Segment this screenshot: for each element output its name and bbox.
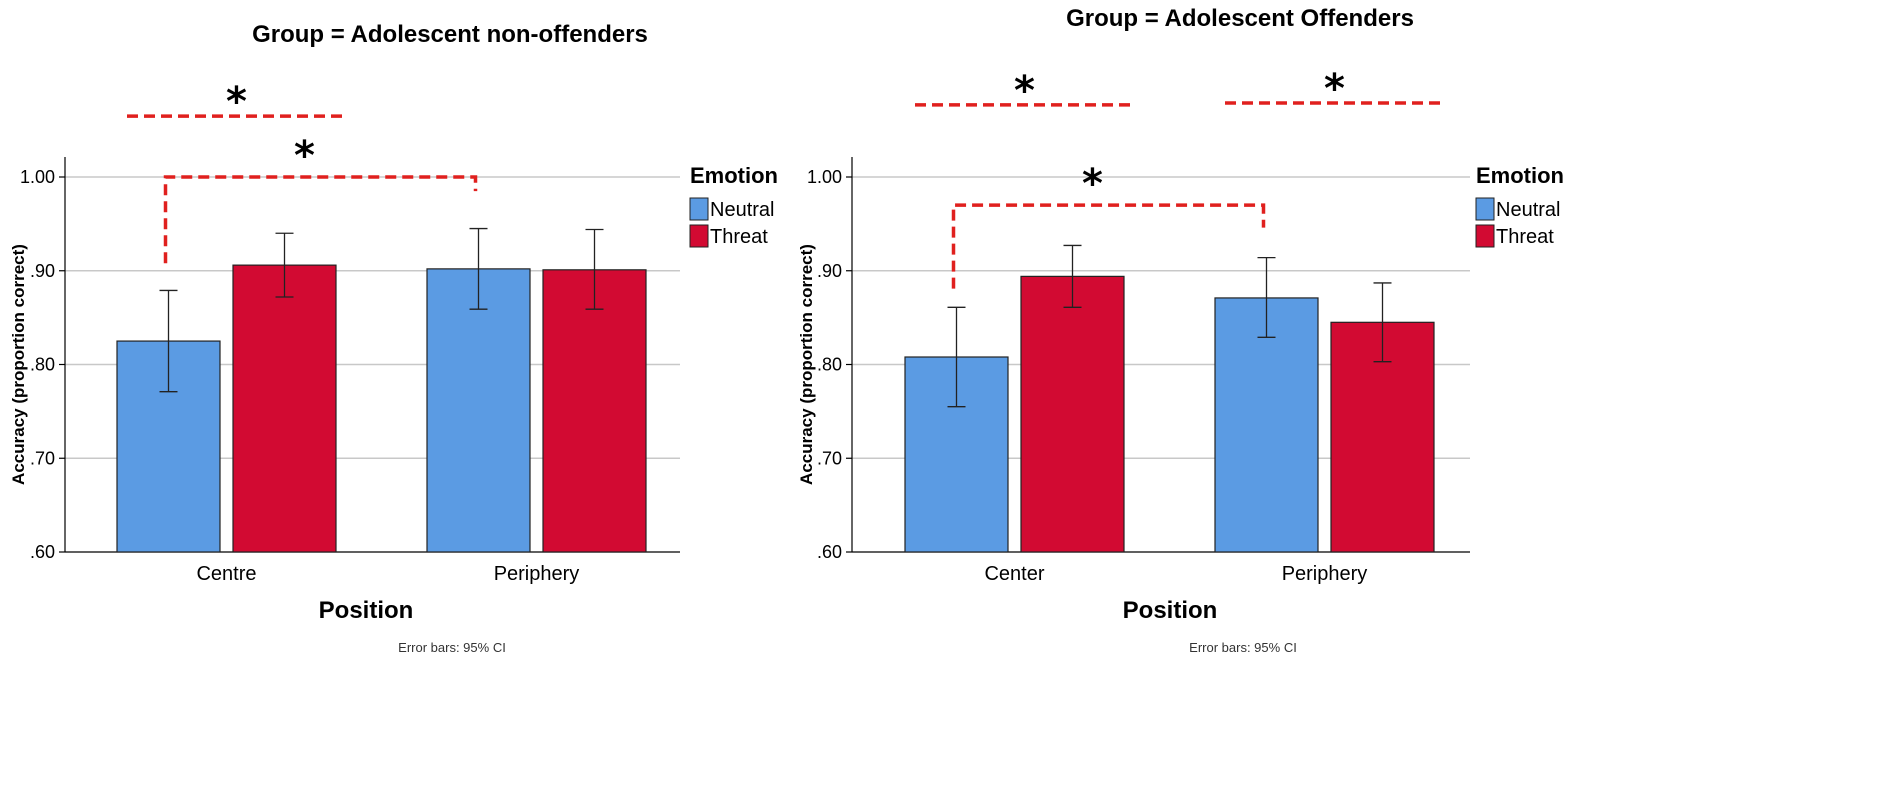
bar-threat-periphery: [542, 269, 647, 553]
legend-swatch-threat: [689, 224, 709, 248]
error-bars-note: Error bars: 95% CI: [398, 640, 506, 655]
y-tick-label: .70: [817, 448, 842, 468]
y-axis-title: Accuracy (proportion correct): [9, 244, 28, 485]
y-tick-label: 1.00: [20, 167, 55, 187]
bar-threat-periphery: [1330, 321, 1435, 553]
chart-panel-non-offenders: Group = Adolescent non-offenders .60 .70 .8…: [9, 21, 778, 655]
significance-star: *: [294, 133, 315, 179]
legend-swatch-neutral: [689, 197, 709, 221]
chart-title: Group = Adolescent non-offenders: [252, 21, 648, 48]
x-category-label: Center: [984, 563, 1044, 585]
bar-threat-centre: [232, 264, 337, 553]
x-category-label: Periphery: [494, 563, 580, 585]
x-category-label: Periphery: [1282, 563, 1368, 585]
x-axis-title: Position: [319, 597, 414, 624]
chart-title: Group = Adolescent Offenders: [1066, 5, 1414, 32]
significance-bracket: [163, 175, 478, 264]
significance-star: *: [1324, 66, 1345, 112]
x-category-label: Centre: [196, 563, 256, 585]
chart-panel-offenders: Group = Adolescent Offenders .60 .70 .80 .90…: [797, 5, 1564, 655]
y-tick-label: .60: [817, 542, 842, 562]
legend-label-neutral: Neutral: [1496, 199, 1560, 221]
legend-swatch-threat: [1475, 224, 1495, 248]
significance-star: *: [1014, 68, 1035, 114]
y-tick-label: .80: [817, 355, 842, 375]
legend-title: Emotion: [1476, 163, 1564, 188]
y-tick-label: .90: [30, 261, 55, 281]
error-bars-note: Error bars: 95% CI: [1189, 640, 1297, 655]
bar-neutral-periphery: [426, 268, 531, 553]
legend-title: Emotion: [690, 163, 778, 188]
legend-label-neutral: Neutral: [710, 199, 774, 221]
bar-neutral-periphery: [1214, 297, 1319, 553]
y-tick-label: 1.00: [807, 167, 842, 187]
y-tick-label: .60: [30, 542, 55, 562]
y-axis-title: Accuracy (proportion correct): [797, 244, 816, 485]
legend-label-threat: Threat: [710, 226, 768, 248]
significance-star: *: [1082, 161, 1103, 207]
y-tick-label: .90: [817, 261, 842, 281]
legend-label-threat: Threat: [1496, 226, 1554, 248]
bar-threat-center: [1020, 275, 1125, 553]
significance-bracket: [951, 203, 1266, 289]
y-tick-label: .70: [30, 448, 55, 468]
legend-swatch-neutral: [1475, 197, 1495, 221]
significance-star: *: [226, 79, 247, 125]
y-tick-label: .80: [30, 355, 55, 375]
x-axis-title: Position: [1123, 597, 1218, 624]
